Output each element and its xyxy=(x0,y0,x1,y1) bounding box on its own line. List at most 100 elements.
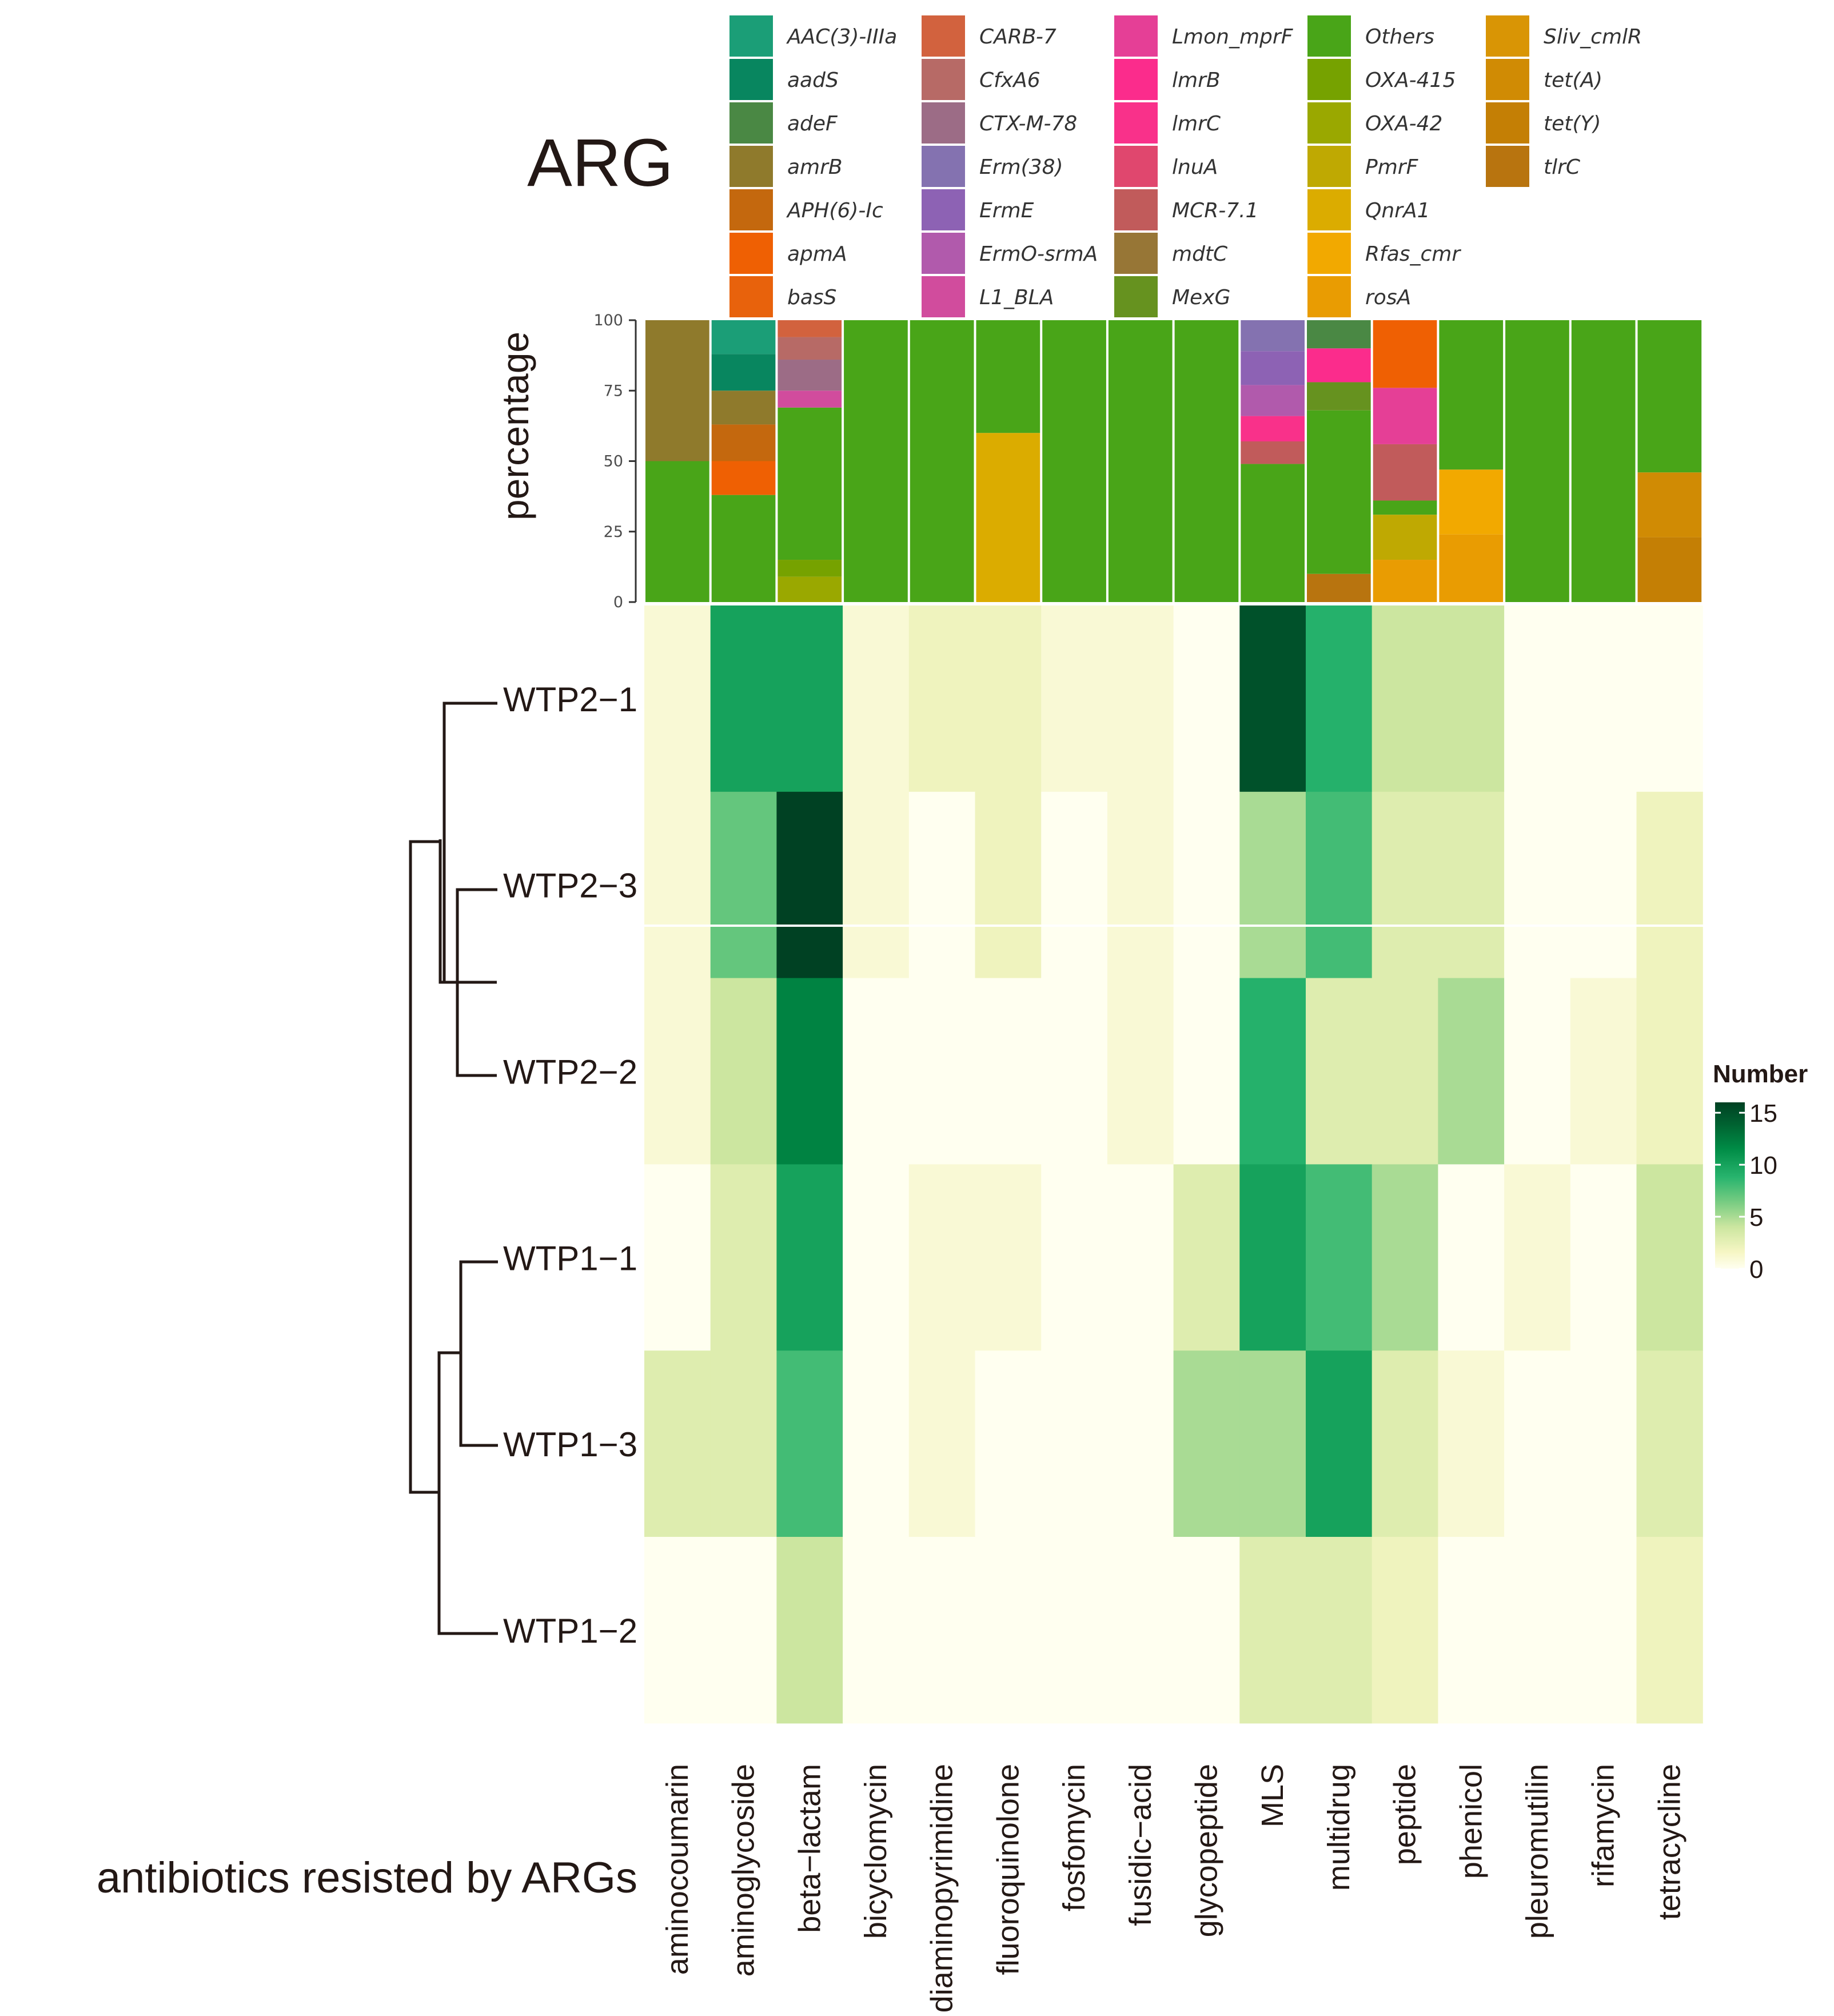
heatmap-cell xyxy=(908,605,976,792)
stacked-y-tick-label: 0 xyxy=(613,593,623,611)
legend-label: Sliv_cmlR xyxy=(1544,25,1642,49)
column-labels: aminocoumarin aminoglycoside beta−lactam bi… xyxy=(660,1764,1687,2013)
heatmap-cell xyxy=(1041,978,1108,1165)
heatmap-cell xyxy=(1041,1350,1108,1537)
legend-label: amrB xyxy=(787,156,843,179)
heatmap-cell xyxy=(1438,1164,1505,1351)
stacked-bar-segment xyxy=(976,433,1040,602)
column-label: fusidic−acid xyxy=(1123,1764,1158,1926)
legend-label: Rfas_cmr xyxy=(1365,242,1461,266)
figure-title: ARG xyxy=(527,125,673,201)
column-label: MLS xyxy=(1255,1764,1290,1827)
heatmap-cell xyxy=(1173,1164,1240,1351)
legend-swatch xyxy=(1307,189,1351,230)
column-label: beta−lactam xyxy=(792,1764,827,1933)
heatmap-cell xyxy=(1438,791,1505,979)
heatmap-cell xyxy=(843,1350,910,1537)
stacked-bar-segment xyxy=(1307,320,1371,349)
heatmap-cell xyxy=(644,791,711,979)
heatmap-cell xyxy=(1371,791,1438,979)
heatmap-cell xyxy=(1306,1537,1373,1724)
stacked-bar-segment xyxy=(1439,469,1504,535)
heatmap-cell xyxy=(975,1350,1042,1537)
legend-swatch xyxy=(1307,59,1351,100)
legend-swatch xyxy=(1307,102,1351,144)
column-label: fluoroquinolone xyxy=(991,1764,1025,1975)
legend-label: tet(A) xyxy=(1544,69,1602,92)
stacked-bar-segment xyxy=(778,337,842,360)
stacked-bar-segment xyxy=(1637,320,1702,473)
column-label: aminoglycoside xyxy=(727,1764,761,1977)
colorbar-legend: Number 0 5 10 15 xyxy=(1713,1060,1808,1284)
legend-swatch xyxy=(922,276,965,317)
stacked-bar-segment xyxy=(1373,444,1437,501)
heatmap-cell xyxy=(975,1164,1042,1351)
heatmap-cell xyxy=(1570,605,1637,792)
heatmap-cell xyxy=(644,1350,711,1537)
heatmap-cell xyxy=(843,791,910,979)
legend-label: PmrF xyxy=(1365,156,1419,179)
stacked-bar-segment xyxy=(778,391,842,408)
legend-label: Erm(38) xyxy=(979,156,1063,179)
heatmap-cell xyxy=(1239,1164,1306,1351)
heatmap-cell xyxy=(908,1164,976,1351)
legend-label: QnrA1 xyxy=(1365,199,1430,222)
heatmap-cell xyxy=(1306,791,1373,979)
heatmap-cell xyxy=(776,605,843,792)
legend-swatch xyxy=(1486,15,1529,57)
heatmap-cell xyxy=(843,1164,910,1351)
legend-label: CARB-7 xyxy=(979,25,1056,49)
legend-label: tet(Y) xyxy=(1544,112,1601,136)
legend-swatch xyxy=(729,15,773,57)
heatmap-cell xyxy=(908,1537,976,1724)
heatmap-cell xyxy=(1306,605,1373,792)
heatmap-cell xyxy=(1107,605,1174,792)
legend-label: AAC(3)-IIIa xyxy=(786,25,897,49)
legend-swatch xyxy=(1114,59,1158,100)
stacked-bar-segment xyxy=(1241,441,1305,464)
column-label: tetracycline xyxy=(1652,1764,1687,1920)
heatmap-cell xyxy=(776,978,843,1165)
heatmap-cell xyxy=(843,1537,910,1724)
heatmap-cell xyxy=(1371,1164,1438,1351)
stacked-bar-segment xyxy=(711,495,776,602)
heatmap-cell xyxy=(1173,1350,1240,1537)
legend-swatch xyxy=(1114,15,1158,57)
heatmap-cell xyxy=(776,791,843,979)
legend-swatch xyxy=(922,146,965,187)
legend-swatch xyxy=(729,146,773,187)
column-label: pleuromutilin xyxy=(1520,1764,1554,1939)
stacked-bar-segment xyxy=(1439,534,1504,602)
x-axis-label: antibiotics resisted by ARGs xyxy=(97,1854,637,1902)
heatmap-cell xyxy=(1504,791,1571,979)
legend-label: MexG xyxy=(1172,286,1230,309)
legend-label: lmrC xyxy=(1172,112,1221,136)
heatmap-cell xyxy=(843,978,910,1165)
legend-swatch xyxy=(729,233,773,274)
stacked-bar-segment xyxy=(1307,348,1371,383)
heatmap-cell xyxy=(710,1537,777,1724)
legend-swatch xyxy=(1114,276,1158,317)
row-label: WTP2−1 xyxy=(503,680,637,719)
heatmap-cell xyxy=(1107,791,1174,979)
heatmap-cell xyxy=(1306,1164,1373,1351)
heatmap-grid: WTP2−1 WTP2−3 WTP2−2 WTP1−1 WTP1−3 WTP1−2 xyxy=(394,605,1704,1724)
heatmap-cell xyxy=(1306,1350,1373,1537)
legend-label: lmrB xyxy=(1172,69,1221,92)
heatmap-cell xyxy=(1570,1350,1637,1537)
stacked-y-tick-label: 25 xyxy=(604,523,623,541)
legend-swatch xyxy=(1114,233,1158,274)
row-dendrogram xyxy=(409,702,498,1635)
legend-label: L1_BLA xyxy=(979,286,1054,309)
legend-swatch xyxy=(1114,102,1158,144)
stacked-bar-segment xyxy=(778,407,842,560)
legend-label: mdtC xyxy=(1172,242,1228,266)
stacked-bar-segment xyxy=(1439,320,1504,470)
heatmap-cell xyxy=(1306,978,1373,1165)
stacked-bar-segment xyxy=(1307,573,1371,602)
heatmap-cell xyxy=(1636,1164,1703,1351)
stacked-bar-segment xyxy=(1241,464,1305,602)
stacked-bar-segment xyxy=(1241,320,1305,352)
row-label: WTP1−2 xyxy=(503,1612,637,1650)
heatmap-cell xyxy=(1239,791,1306,979)
